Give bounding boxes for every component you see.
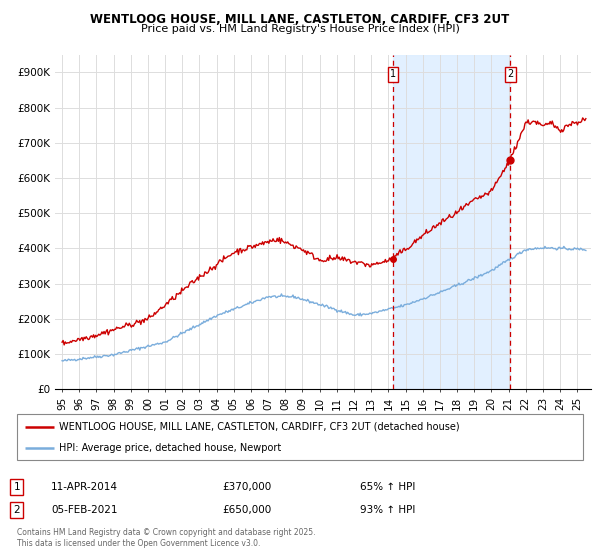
Text: 65% ↑ HPI: 65% ↑ HPI	[360, 482, 415, 492]
Text: 05-FEB-2021: 05-FEB-2021	[51, 505, 118, 515]
FancyBboxPatch shape	[17, 414, 583, 460]
Text: Price paid vs. HM Land Registry's House Price Index (HPI): Price paid vs. HM Land Registry's House …	[140, 24, 460, 34]
Text: Contains HM Land Registry data © Crown copyright and database right 2025.
This d: Contains HM Land Registry data © Crown c…	[17, 528, 316, 548]
Text: 93% ↑ HPI: 93% ↑ HPI	[360, 505, 415, 515]
Text: 11-APR-2014: 11-APR-2014	[51, 482, 118, 492]
Text: WENTLOOG HOUSE, MILL LANE, CASTLETON, CARDIFF, CF3 2UT: WENTLOOG HOUSE, MILL LANE, CASTLETON, CA…	[91, 13, 509, 26]
Text: £650,000: £650,000	[222, 505, 271, 515]
Bar	[393, 55, 510, 389]
Text: 1: 1	[390, 69, 396, 80]
Text: WENTLOOG HOUSE, MILL LANE, CASTLETON, CARDIFF, CF3 2UT (detached house): WENTLOOG HOUSE, MILL LANE, CASTLETON, CA…	[59, 422, 460, 432]
Text: HPI: Average price, detached house, Newport: HPI: Average price, detached house, Newp…	[59, 443, 281, 453]
Text: 2: 2	[13, 505, 20, 515]
Text: 1: 1	[13, 482, 20, 492]
Text: 2: 2	[507, 69, 513, 80]
Text: £370,000: £370,000	[222, 482, 271, 492]
